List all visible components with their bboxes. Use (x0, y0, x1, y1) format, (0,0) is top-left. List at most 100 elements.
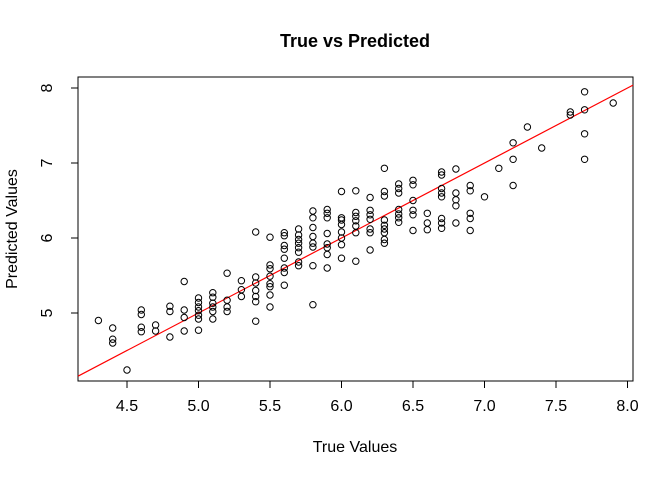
data-point (509, 139, 517, 147)
x-axis-label: True Values (313, 439, 397, 456)
data-point (166, 307, 174, 316)
data-point (194, 294, 203, 302)
data-point (466, 181, 474, 190)
data-point (209, 315, 217, 323)
data-point (452, 165, 460, 173)
data-point (395, 189, 403, 197)
data-point (423, 209, 431, 218)
data-point (423, 226, 431, 234)
data-point (280, 245, 288, 253)
data-point (237, 292, 246, 301)
data-point (395, 210, 403, 218)
data-point (409, 206, 417, 215)
data-point (294, 239, 303, 247)
data-point (580, 155, 589, 164)
data-point (252, 286, 260, 295)
data-point (309, 239, 317, 247)
data-point (466, 214, 474, 223)
data-point (337, 187, 346, 196)
data-point (323, 240, 331, 248)
data-point (380, 187, 389, 196)
x-tick-label: 7.0 (473, 398, 495, 415)
data-point (180, 313, 188, 322)
x-tick-label: 8.0 (616, 398, 638, 415)
data-point (309, 207, 317, 215)
data-point (437, 219, 446, 227)
data-point (337, 228, 346, 236)
data-point (323, 209, 331, 218)
data-point (266, 283, 274, 291)
data-point (109, 335, 117, 343)
x-tick-label: 5.5 (259, 398, 281, 415)
data-point (209, 303, 217, 311)
data-point (294, 231, 303, 239)
data-point (580, 106, 589, 114)
data-point (194, 326, 203, 334)
data-point (280, 232, 288, 240)
data-point (323, 229, 331, 238)
data-point (437, 168, 446, 176)
data-point (223, 269, 231, 277)
data-point (352, 257, 360, 265)
plot-box (77, 76, 634, 382)
data-point (223, 303, 231, 311)
data-point (337, 216, 346, 224)
data-point (380, 235, 389, 244)
data-point (437, 224, 446, 233)
y-axis-label: Predicted Values (4, 169, 21, 289)
data-point (309, 232, 317, 241)
data-point (309, 214, 317, 222)
data-point (366, 246, 374, 254)
data-point (294, 248, 303, 256)
identity-line (77, 84, 634, 377)
data-point (323, 250, 331, 259)
data-point (337, 254, 346, 262)
data-point (309, 301, 317, 309)
data-point (294, 225, 303, 233)
data-point (466, 209, 474, 218)
data-point (566, 108, 574, 116)
data-point (109, 324, 117, 332)
data-point (337, 241, 346, 249)
data-point (94, 316, 103, 325)
data-point (380, 216, 389, 224)
data-point (437, 193, 446, 201)
data-point (452, 202, 460, 210)
data-point (151, 327, 160, 335)
data-point (266, 291, 274, 299)
data-point (538, 144, 546, 152)
data-point (180, 327, 188, 335)
data-point (366, 225, 374, 233)
data-point (452, 196, 460, 204)
data-point (166, 302, 174, 310)
data-point (309, 262, 317, 270)
data-point (352, 208, 360, 217)
x-tick-label: 7.5 (545, 398, 567, 415)
data-point (223, 307, 231, 316)
data-point (194, 307, 203, 315)
y-tick-label: 7 (39, 158, 56, 167)
data-point (266, 265, 274, 273)
data-point (266, 303, 274, 311)
x-tick-label: 4.5 (116, 398, 138, 415)
data-point (352, 212, 360, 221)
data-point (252, 292, 260, 301)
data-point (409, 226, 417, 235)
data-point (395, 218, 403, 227)
data-point (309, 243, 317, 251)
data-point (194, 311, 203, 319)
data-point (337, 220, 346, 229)
data-point (137, 328, 146, 336)
data-point (294, 262, 303, 270)
data-point (194, 315, 203, 323)
data-point (566, 111, 574, 119)
data-point (166, 333, 174, 341)
data-point (137, 310, 146, 319)
data-point (180, 306, 188, 314)
data-point (366, 229, 374, 237)
data-point (280, 264, 288, 272)
data-point (380, 221, 389, 230)
data-point (151, 321, 160, 329)
data-point (137, 306, 146, 314)
